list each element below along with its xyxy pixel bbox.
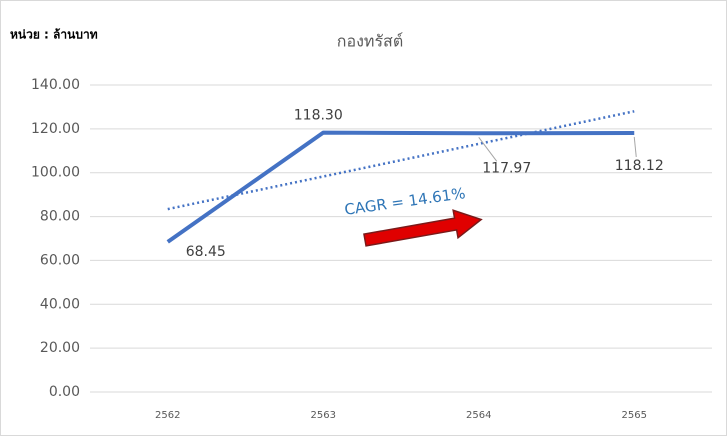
y-tick-label: 80.00 <box>40 209 80 225</box>
series-line <box>166 130 635 244</box>
y-tick-label: 40.00 <box>40 296 80 312</box>
data-label: 118.12 <box>615 158 664 174</box>
y-tick-label: 100.00 <box>31 165 80 181</box>
y-tick-label: 20.00 <box>40 340 80 356</box>
unit-label: หน่วย : ล้านบาท <box>10 28 98 42</box>
arrow <box>363 209 483 247</box>
y-tick-label: 60.00 <box>40 252 80 268</box>
x-tick-label: 2565 <box>622 410 647 421</box>
y-tick-label: 120.00 <box>31 121 80 137</box>
data-label: 117.97 <box>482 160 531 176</box>
leader-line <box>478 137 498 162</box>
x-tick-label: 2563 <box>311 410 336 421</box>
y-tick-label: 0.00 <box>49 384 80 400</box>
leader-line <box>633 136 637 158</box>
chart-title: กองทรัสต์ <box>337 32 403 51</box>
x-tick-label: 2562 <box>155 410 180 421</box>
data-label: 68.45 <box>186 244 226 260</box>
x-tick-label: 2564 <box>466 410 491 421</box>
data-label: 118.30 <box>294 108 343 124</box>
y-tick-label: 140.00 <box>31 77 80 93</box>
